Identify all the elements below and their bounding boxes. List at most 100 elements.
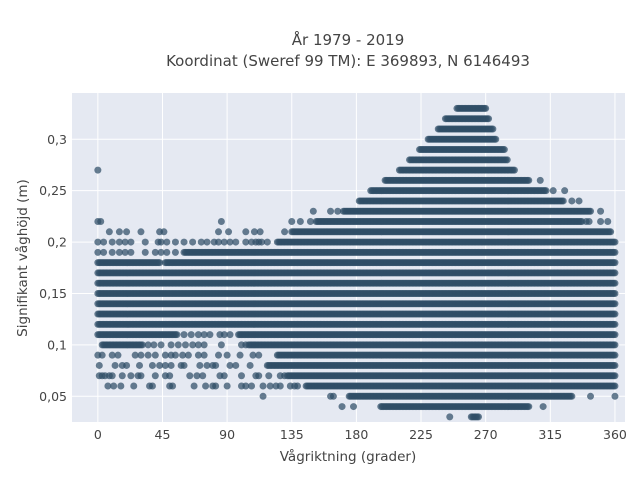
data-point <box>188 331 195 338</box>
data-point <box>109 239 116 246</box>
data-point <box>152 352 159 359</box>
data-point <box>568 393 575 400</box>
data-point <box>611 341 618 348</box>
data-point <box>182 341 189 348</box>
data-point <box>294 383 301 390</box>
data-point <box>100 249 107 256</box>
data-point <box>232 362 239 369</box>
data-point <box>339 403 346 410</box>
data-point <box>186 372 193 379</box>
data-point <box>540 403 547 410</box>
data-point <box>112 362 119 369</box>
data-point <box>168 362 175 369</box>
data-point <box>152 372 159 379</box>
data-point <box>218 341 225 348</box>
data-point <box>142 249 149 256</box>
data-point <box>224 352 231 359</box>
data-point <box>202 383 209 390</box>
data-point <box>163 249 170 256</box>
data-point <box>181 239 188 246</box>
data-point <box>127 239 134 246</box>
data-point <box>150 341 157 348</box>
data-point <box>172 239 179 246</box>
data-point <box>264 239 271 246</box>
data-point <box>196 362 203 369</box>
data-point <box>201 352 208 359</box>
data-point <box>114 352 121 359</box>
data-point <box>191 383 198 390</box>
data-point <box>611 362 618 369</box>
data-point <box>446 413 453 420</box>
data-point <box>109 372 116 379</box>
data-point <box>238 372 245 379</box>
data-point <box>175 341 182 348</box>
data-point <box>611 372 618 379</box>
data-point <box>611 311 618 318</box>
data-point <box>248 383 255 390</box>
data-point <box>525 403 532 410</box>
data-point <box>232 239 239 246</box>
data-point <box>142 239 149 246</box>
data-point <box>163 239 170 246</box>
data-point <box>137 372 144 379</box>
data-point <box>237 352 244 359</box>
data-point <box>119 372 126 379</box>
data-point <box>277 383 284 390</box>
data-point <box>189 239 196 246</box>
data-point <box>204 239 211 246</box>
data-point <box>611 331 618 338</box>
data-point <box>330 393 337 400</box>
data-point <box>201 341 208 348</box>
data-point <box>611 249 618 256</box>
data-point <box>136 362 143 369</box>
data-point <box>100 239 107 246</box>
data-point <box>199 372 206 379</box>
data-point <box>169 383 176 390</box>
data-point <box>96 362 103 369</box>
data-point <box>255 372 262 379</box>
data-point <box>181 362 188 369</box>
data-point <box>117 383 124 390</box>
data-point <box>110 383 117 390</box>
data-point <box>260 383 267 390</box>
data-point <box>149 383 156 390</box>
data-point <box>265 372 272 379</box>
data-point <box>611 269 618 276</box>
data-point <box>224 383 231 390</box>
data-point <box>611 383 618 390</box>
data-point <box>212 383 219 390</box>
data-point <box>172 352 179 359</box>
data-point <box>611 321 618 328</box>
data-point <box>127 249 134 256</box>
data-point <box>611 352 618 359</box>
data-point <box>475 413 482 420</box>
data-point <box>221 372 228 379</box>
data-point <box>212 362 219 369</box>
data-point <box>99 352 106 359</box>
data-point <box>173 331 180 338</box>
data-point <box>109 249 116 256</box>
data-point <box>149 362 156 369</box>
data-point <box>123 362 130 369</box>
data-point <box>350 403 357 410</box>
data-point <box>227 331 234 338</box>
data-point <box>137 352 144 359</box>
data-point <box>611 280 618 287</box>
data-point <box>611 259 618 266</box>
data-point <box>206 331 213 338</box>
data-point <box>168 341 175 348</box>
data-point <box>587 393 594 400</box>
data-point <box>255 352 262 359</box>
data-point <box>611 300 618 307</box>
data-point <box>611 290 618 297</box>
data-point <box>166 372 173 379</box>
data-point <box>158 341 165 348</box>
data-point <box>260 393 267 400</box>
data-point <box>172 249 179 256</box>
data-point <box>185 352 192 359</box>
data-point <box>181 331 188 338</box>
data-point <box>127 372 134 379</box>
data-point <box>145 352 152 359</box>
